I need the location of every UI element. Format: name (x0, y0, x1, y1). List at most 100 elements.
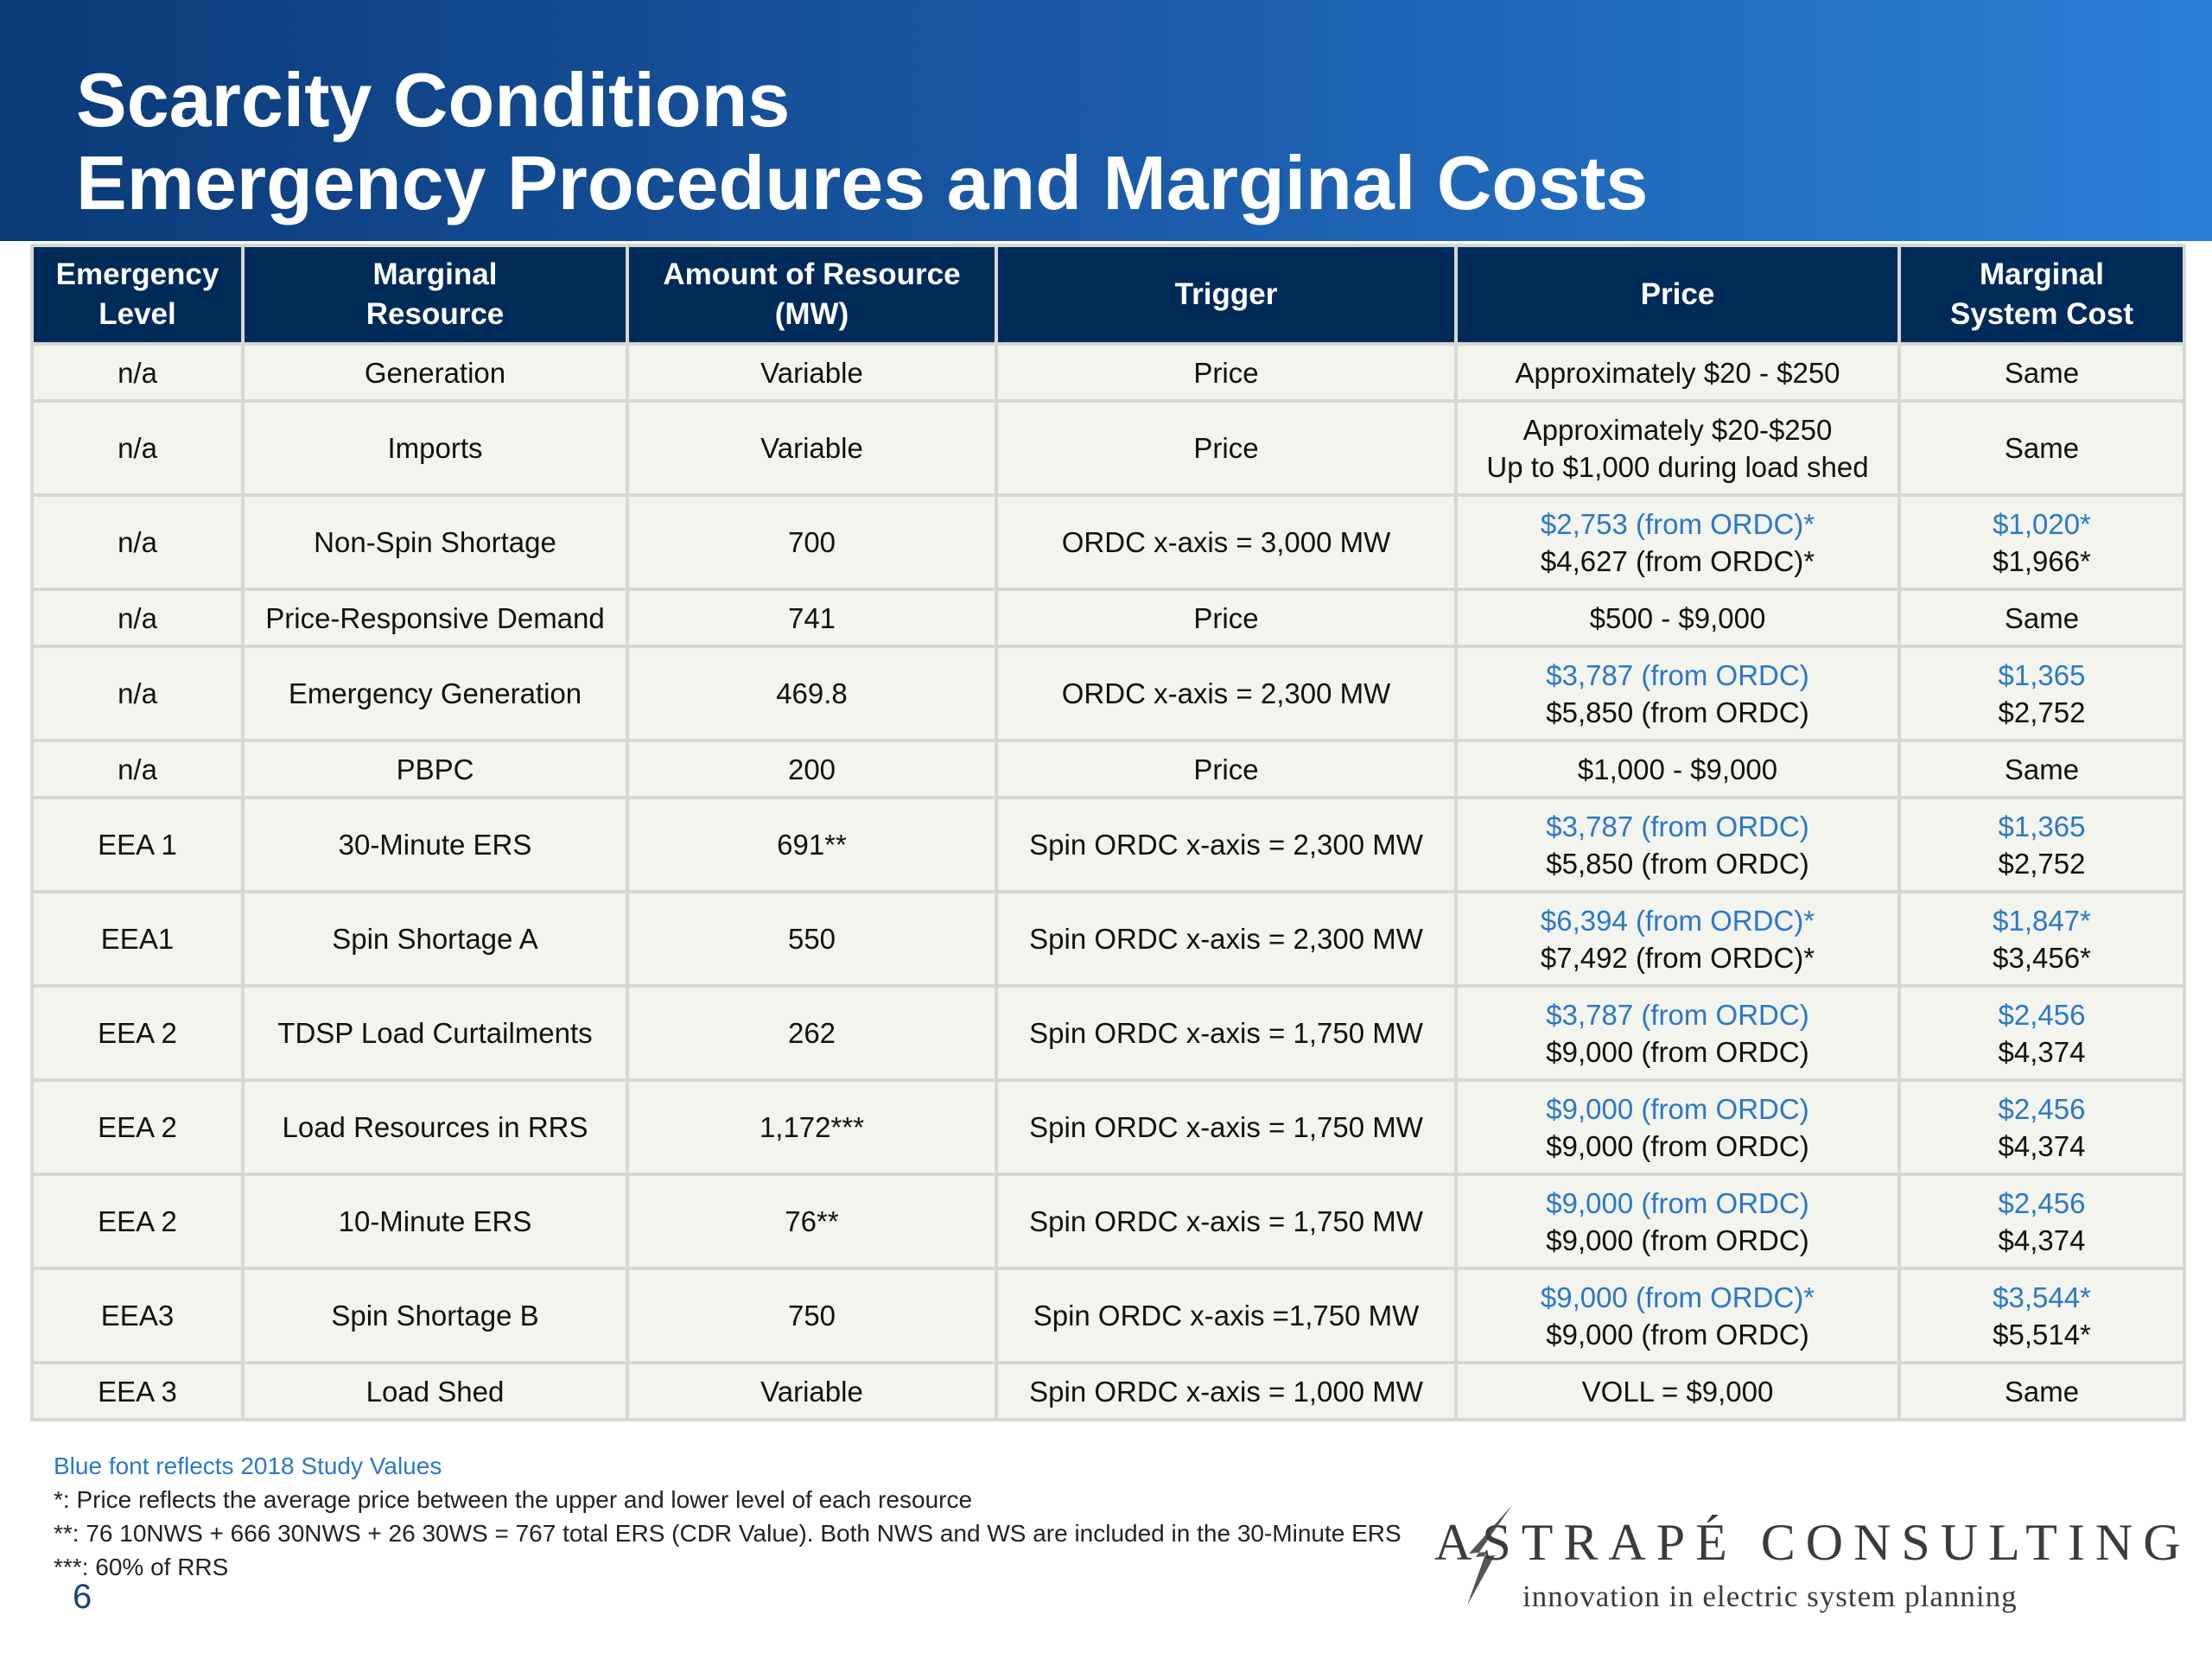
level-cell: EEA 2 (30, 984, 245, 1082)
trigger-cell: Spin ORDC x-axis = 1,750 MW (995, 1173, 1458, 1270)
price-cell: $9,000 (from ORDC) $9,000 (from ORDC) (1454, 1078, 1901, 1176)
trigger-cell: Spin ORDC x-axis = 1,750 MW (995, 1078, 1458, 1176)
resource-cell: 30-Minute ERS (241, 796, 629, 893)
amount-cell: 1,172*** (626, 1078, 998, 1176)
level-cell: n/a (30, 588, 245, 648)
amount-cell: 262 (626, 984, 998, 1082)
cost-value: $5,514* (1993, 1318, 2091, 1351)
resource-cell: Non-Spin Shortage (241, 493, 629, 591)
cost-cell: $2,456 $4,374 (1897, 984, 2186, 1082)
price-cell: VOLL = $9,000 (1454, 1361, 1901, 1421)
price-value: $9,000 (from ORDC) (1546, 1224, 1809, 1256)
resource-cell: Load Shed (241, 1361, 629, 1421)
trigger-cell: Price (995, 342, 1458, 403)
price-2018-value: $2,753 (from ORDC)* (1540, 507, 1815, 540)
level-cell: EEA 2 (30, 1078, 245, 1176)
footnote-1: *: Price reflects the average price betw… (54, 1486, 973, 1513)
price-cell: $500 - $9,000 (1454, 588, 1901, 648)
level-cell: EEA 1 (30, 796, 245, 893)
table-row: EEA 2 TDSP Load Curtailments 262 Spin OR… (30, 984, 2186, 1082)
price-2018-value: $6,394 (from ORDC)* (1540, 904, 1815, 937)
cost-2018-value: $1,847* (1993, 904, 2091, 937)
table-row: n/a PBPC 200 Price $1,000 - $9,000 Same (30, 739, 2186, 799)
cost-value: $2,752 (1998, 696, 2086, 728)
price-cell: $3,787 (from ORDC) $9,000 (from ORDC) (1454, 984, 1901, 1082)
trigger-cell: Price (995, 399, 1458, 497)
price-cell: $9,000 (from ORDC)* $9,000 (from ORDC) (1454, 1267, 1901, 1364)
cost-cell: Same (1897, 739, 2186, 799)
cost-cell: Same (1897, 588, 2186, 648)
footnotes: Blue font reflects 2018 Study Values *: … (54, 1449, 1402, 1584)
amount-cell: Variable (626, 342, 998, 403)
trigger-cell: Price (995, 588, 1458, 648)
price-value: $4,627 (from ORDC)* (1540, 544, 1815, 577)
cost-value: $3,456* (1993, 941, 2091, 974)
table-header-row: Emergency Level Marginal Resource Amount o… (30, 244, 2186, 346)
price-cell: $1,000 - $9,000 (1454, 739, 1901, 799)
price-2018-value: $3,787 (from ORDC) (1546, 658, 1809, 691)
column-header-amount: Amount of Resource (MW) (626, 244, 998, 346)
cost-cell: $1,020* $1,966* (1897, 493, 2186, 591)
cost-2018-value: $2,456 (1998, 1186, 2086, 1219)
price-value: $9,000 (from ORDC) (1546, 1129, 1809, 1162)
column-header-marginal-resource: Marginal Resource (241, 244, 629, 346)
price-2018-value: $9,000 (from ORDC) (1546, 1186, 1809, 1219)
resource-cell: Load Resources in RRS (241, 1078, 629, 1176)
price-cell: $3,787 (from ORDC) $5,850 (from ORDC) (1454, 645, 1901, 742)
blue-font-note: Blue font reflects 2018 Study Values (54, 1452, 442, 1479)
price-2018-value: $3,787 (from ORDC) (1546, 810, 1809, 842)
column-header-trigger: Trigger (995, 244, 1458, 346)
trigger-cell: Price (995, 739, 1458, 799)
cost-cell: Same (1897, 399, 2186, 497)
amount-cell: Variable (626, 1361, 998, 1421)
astrape-logo: ASTRAPÉ CONSULTING innovation in electri… (1434, 1505, 2181, 1640)
price-cell: $2,753 (from ORDC)* $4,627 (from ORDC)* (1454, 493, 1901, 591)
resource-cell: 10-Minute ERS (241, 1173, 629, 1270)
price-value: $5,850 (from ORDC) (1546, 696, 1809, 728)
price-value: $5,850 (from ORDC) (1546, 847, 1809, 880)
table-row: EEA 1 30-Minute ERS 691** Spin ORDC x-ax… (30, 796, 2186, 893)
price-cell: $6,394 (from ORDC)* $7,492 (from ORDC)* (1454, 890, 1901, 988)
resource-cell: Price-Responsive Demand (241, 588, 629, 648)
cost-cell: $2,456 $4,374 (1897, 1173, 2186, 1270)
cost-2018-value: $2,456 (1998, 998, 2086, 1031)
logo-tagline: innovation in electric system planning (1522, 1580, 2018, 1613)
price-line1: Approximately $20-$250 (1522, 413, 1833, 446)
footnote-3: ***: 60% of RRS (54, 1554, 229, 1580)
level-cell: n/a (30, 645, 245, 742)
cost-value: $4,374 (1998, 1035, 2086, 1068)
cost-cell: $1,365 $2,752 (1897, 796, 2186, 893)
amount-cell: 469.8 (626, 645, 998, 742)
amount-cell: 741 (626, 588, 998, 648)
cost-value: $2,752 (1998, 847, 2086, 880)
amount-cell: 76** (626, 1173, 998, 1270)
trigger-cell: Spin ORDC x-axis = 1,750 MW (995, 984, 1458, 1082)
cost-2018-value: $3,544* (1993, 1281, 2091, 1313)
footnote-2: **: 76 10NWS + 666 30NWS + 26 30WS = 767… (54, 1520, 1402, 1547)
cost-cell: Same (1897, 1361, 2186, 1421)
table-row: EEA 2 10-Minute ERS 76** Spin ORDC x-axi… (30, 1173, 2186, 1270)
table-row: n/a Non-Spin Shortage 700 ORDC x-axis = … (30, 493, 2186, 591)
trigger-cell: ORDC x-axis = 3,000 MW (995, 493, 1458, 591)
level-cell: EEA 3 (30, 1361, 245, 1421)
level-cell: EEA 2 (30, 1173, 245, 1270)
amount-cell: 700 (626, 493, 998, 591)
level-cell: n/a (30, 399, 245, 497)
resource-cell: Spin Shortage A (241, 890, 629, 988)
cost-2018-value: $1,020* (1993, 507, 2091, 540)
price-cell: Approximately $20-$250 Up to $1,000 duri… (1454, 399, 1901, 497)
table-row: EEA3 Spin Shortage B 750 Spin ORDC x-axi… (30, 1267, 2186, 1364)
cost-cell: $1,847* $3,456* (1897, 890, 2186, 988)
price-value: $7,492 (from ORDC)* (1540, 941, 1815, 974)
price-2018-value: $9,000 (from ORDC)* (1540, 1281, 1815, 1313)
column-header-marginal-system-cost: Marginal System Cost (1897, 244, 2186, 346)
trigger-cell: Spin ORDC x-axis = 2,300 MW (995, 890, 1458, 988)
trigger-cell: Spin ORDC x-axis =1,750 MW (995, 1267, 1458, 1364)
level-cell: EEA3 (30, 1267, 245, 1364)
page-title-line1: Scarcity Conditions (76, 57, 791, 143)
price-cell: Approximately $20 - $250 (1454, 342, 1901, 403)
page-number: 6 (73, 1578, 92, 1616)
amount-cell: Variable (626, 399, 998, 497)
table-row: EEA1 Spin Shortage A 550 Spin ORDC x-axi… (30, 890, 2186, 988)
logo-wordmark: ASTRAPÉ CONSULTING (1434, 1514, 2191, 1571)
